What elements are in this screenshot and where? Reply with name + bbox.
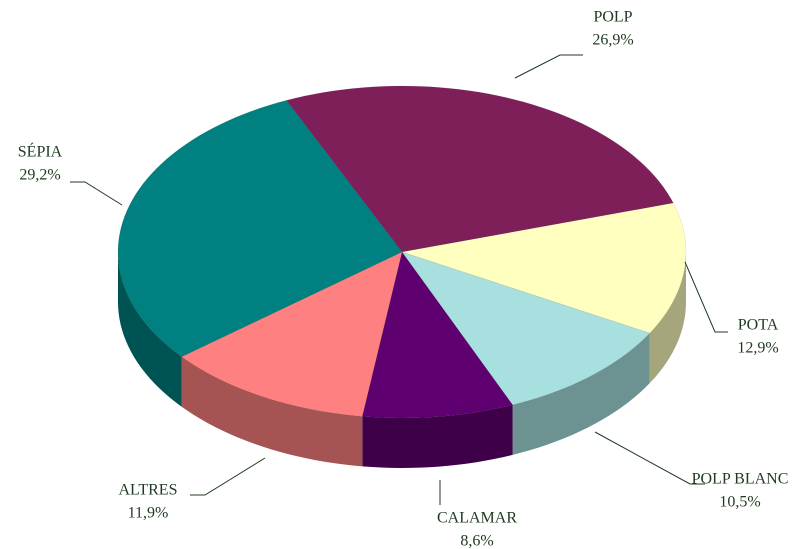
slice-label: ALTRES <box>119 482 178 499</box>
slice-label: POLP <box>593 9 632 26</box>
leader-line <box>594 431 705 485</box>
leader-line <box>514 54 583 79</box>
pie-slice <box>401 202 687 334</box>
slice-value-label: 11,9% <box>128 505 169 522</box>
pie-slice <box>181 251 403 417</box>
slice-label: SÉPIA <box>18 142 63 161</box>
slice-value-label: 29,2% <box>19 167 60 184</box>
pie-side <box>649 252 686 384</box>
pie-slice <box>286 85 674 253</box>
pie-side <box>181 356 363 467</box>
pie-side <box>118 252 182 407</box>
pie-slice <box>361 251 514 419</box>
slice-label: POLP BLANC <box>692 471 789 488</box>
slice-value-label: 26,9% <box>592 32 633 49</box>
leader-line <box>190 457 266 496</box>
pie-sides <box>118 252 686 468</box>
pie-side <box>512 333 650 455</box>
pie-tops <box>117 85 687 419</box>
slice-value-label: 8,6% <box>460 533 493 549</box>
leader-line <box>684 261 728 333</box>
leader-line <box>70 181 123 206</box>
pie-side <box>362 404 513 468</box>
slice-value-label: 12,9% <box>737 340 778 357</box>
slice-label: CALAMAR <box>437 510 517 527</box>
slice-value-label: 10,5% <box>719 494 760 511</box>
pie-slice <box>401 251 651 406</box>
slice-label: POTA <box>738 317 779 334</box>
pie-slice <box>117 100 403 358</box>
